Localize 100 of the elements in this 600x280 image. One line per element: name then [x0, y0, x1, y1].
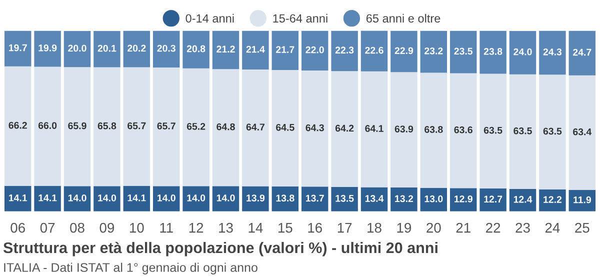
bar [301, 70, 328, 187]
data-label: 19.7 [9, 44, 27, 52]
bar [94, 186, 120, 212]
data-label: 65.7 [157, 122, 176, 130]
bar [480, 30, 506, 74]
data-label: 64.7 [246, 124, 264, 130]
bar [480, 74, 506, 188]
bar [4, 30, 32, 66]
bar [301, 30, 328, 71]
x-tick-label: 25 [575, 222, 590, 233]
data-label: 13.0 [424, 195, 443, 202]
data-label: 20.2 [128, 44, 146, 52]
data-label: 63.8 [424, 126, 443, 133]
data-label: 20.8 [186, 45, 206, 52]
x-tick-label: 21 [456, 222, 470, 233]
legend-label: 65 anni e oltre [366, 14, 440, 23]
bar [152, 30, 180, 68]
x-tick-label: 09 [100, 222, 114, 233]
x-tick-label: 24 [545, 222, 560, 233]
bar [123, 30, 150, 68]
text: ITALIA - Dati ISTAT al 1° gennaio di ogni anno [4, 262, 258, 274]
x-tick-label: 08 [70, 222, 84, 233]
bar [360, 187, 388, 212]
x-tick-label: 19 [397, 222, 412, 233]
data-label: 14.1 [128, 194, 146, 202]
data-label: 65.7 [128, 122, 146, 130]
bar [212, 186, 240, 212]
bar [242, 186, 269, 212]
bar [420, 30, 448, 73]
x-tick-label: 10 [130, 222, 144, 233]
data-label: 66.0 [38, 122, 57, 129]
data-label: 11.9 [574, 196, 591, 204]
bar [272, 30, 299, 70]
bar [152, 67, 180, 186]
data-label: 63.4 [573, 128, 592, 136]
data-label: 14.0 [216, 194, 235, 202]
data-label: 63.5 [514, 127, 532, 134]
bar [420, 72, 448, 188]
data-label: 13.9 [246, 194, 265, 202]
x-tick-label: 22 [486, 222, 500, 233]
bar [272, 70, 299, 186]
data-label: 14.0 [187, 194, 206, 202]
x-tick-label: 14 [248, 223, 263, 233]
data-label: 12.9 [454, 195, 472, 202]
x-tick-label: 06 [10, 222, 25, 233]
x-tick-label: 23 [516, 222, 530, 233]
bar [390, 30, 418, 72]
data-label: 66.2 [8, 122, 27, 129]
data-label: 24.3 [543, 48, 562, 56]
bar [64, 30, 91, 68]
bar [450, 73, 477, 188]
bar [360, 71, 388, 188]
bar [539, 74, 566, 190]
data-label: 63.5 [543, 128, 562, 135]
data-label: 24.7 [573, 48, 592, 56]
data-label: 23.8 [484, 48, 502, 55]
data-label: 14.0 [68, 194, 86, 202]
data-label: 24.0 [514, 48, 532, 56]
x-tick-label: 20 [426, 222, 441, 233]
data-label: 22.3 [335, 46, 354, 54]
data-label: 12.2 [544, 196, 562, 203]
x-tick-label: 13 [219, 222, 233, 233]
data-label: 64.8 [216, 123, 235, 130]
bar [94, 30, 120, 68]
bar [539, 189, 566, 212]
data-label: 12.7 [484, 196, 502, 202]
data-label: 13.2 [395, 195, 414, 202]
legend-label: 15-64 anni [273, 14, 328, 23]
data-label: 21.4 [246, 46, 265, 53]
bar [34, 186, 61, 212]
bar [4, 66, 32, 186]
bar [390, 72, 418, 188]
data-label: 14.1 [9, 194, 28, 202]
bar [480, 188, 506, 212]
bar [450, 30, 477, 74]
bar [94, 67, 120, 186]
data-label: 64.2 [335, 124, 354, 132]
bar [34, 30, 61, 67]
data-label: 22.0 [306, 46, 324, 54]
bar [4, 186, 32, 212]
bar [568, 30, 596, 76]
bar [242, 30, 269, 70]
bar [568, 75, 596, 190]
bar [64, 67, 91, 186]
data-label: 65.9 [68, 122, 86, 130]
data-label: 65.8 [98, 122, 116, 130]
data-label: 23.2 [424, 47, 443, 54]
bar [331, 187, 358, 212]
data-label: 22.6 [365, 46, 384, 54]
data-label: 14.0 [158, 194, 176, 202]
bar [242, 69, 269, 186]
data-label: 63.5 [484, 126, 502, 134]
data-label: 13.4 [365, 195, 384, 202]
bar [539, 30, 566, 75]
data-label: 65.2 [186, 122, 206, 130]
data-label: 64.3 [306, 124, 324, 132]
legend-label: 0-14 anni [186, 14, 234, 23]
bar [331, 71, 358, 188]
bar [212, 30, 240, 70]
bar [182, 68, 210, 186]
